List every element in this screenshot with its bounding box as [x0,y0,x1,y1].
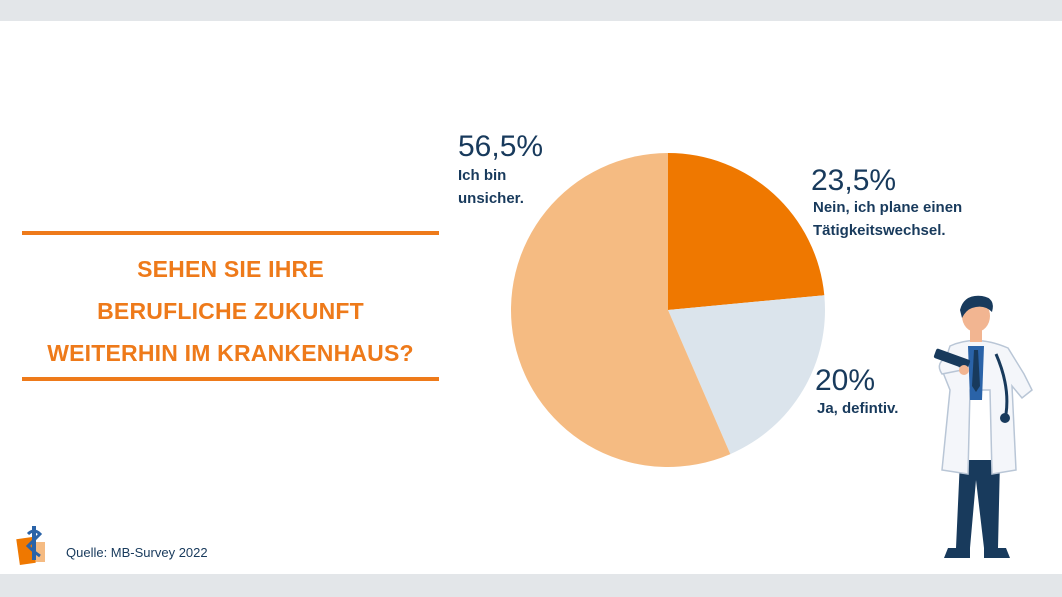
label-unsicher: Ich bin unsicher. [458,164,524,210]
source-note: Quelle: MB-Survey 2022 [66,545,208,560]
doctor-illustration [933,295,1033,558]
pie-slice-unsicher [511,153,731,467]
top-rule [22,231,439,235]
survey-question: SEHEN SIE IHRE BERUFLICHE ZUKUNFT WEITER… [22,248,439,374]
pct-label-ja: 20% [815,364,876,397]
pie-slice-ja [668,295,825,455]
pct-label-unsicher: 56,5% [458,130,544,163]
question-line-1: SEHEN SIE IHRE [137,256,324,282]
label-unsicher-line-1: Ich bin [458,167,507,184]
label-ja: Ja, defintiv. [817,397,898,420]
pie-chart [511,153,825,467]
label-nein-line-2: Tätigkeitswechsel. [813,222,946,239]
question-line-2: BERUFLICHE ZUKUNFT [97,298,364,324]
bottom-rule [22,377,439,381]
label-nein: Nein, ich plane einen Tätigkeitswechsel. [813,196,962,242]
question-line-3: WEITERHIN IM KRANKENHAUS? [47,340,414,366]
brand-logo-icon [16,526,45,565]
label-nein-line-1: Nein, ich plane einen [813,199,963,216]
label-unsicher-line-2: unsicher. [458,190,524,207]
pie-slice-nein [668,153,825,310]
label-ja-line-1: Ja, defintiv. [817,400,899,417]
pct-label-nein: 23,5% [811,164,897,197]
